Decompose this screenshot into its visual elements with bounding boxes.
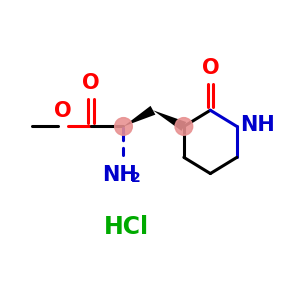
Polygon shape (124, 106, 155, 126)
Circle shape (175, 118, 193, 135)
Text: O: O (82, 73, 100, 93)
Text: NH: NH (103, 165, 137, 185)
Text: NH: NH (240, 115, 275, 135)
Text: HCl: HCl (104, 214, 149, 239)
Text: O: O (202, 58, 219, 78)
Text: O: O (54, 101, 72, 121)
Polygon shape (153, 110, 186, 131)
Text: 2: 2 (131, 172, 141, 185)
Circle shape (115, 118, 132, 135)
